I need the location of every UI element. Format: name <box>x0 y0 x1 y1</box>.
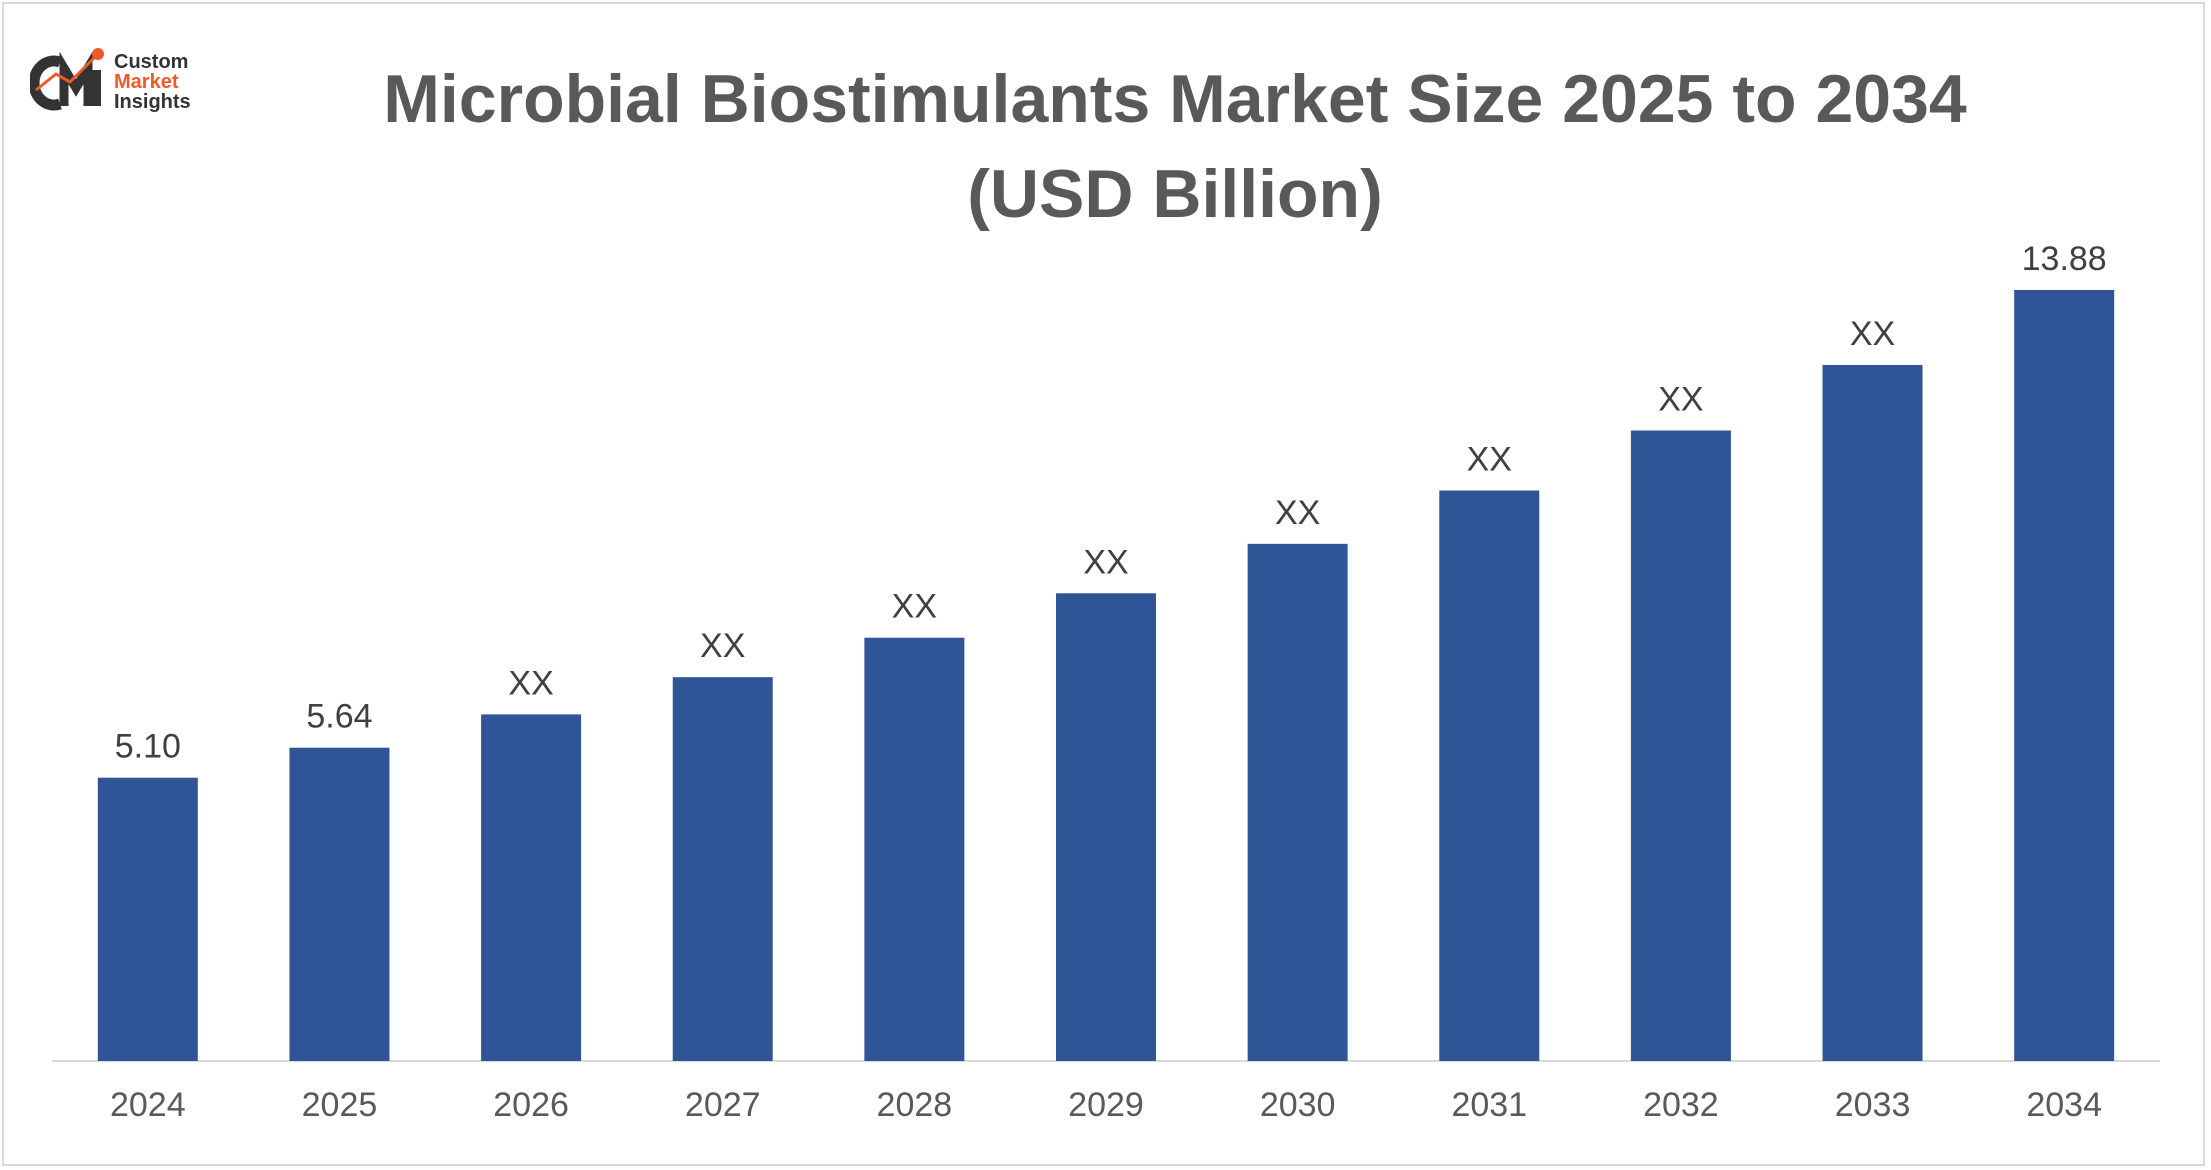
bar-2024 <box>97 777 198 1061</box>
data-label-2026: XX <box>508 664 553 702</box>
x-tick-label-2029: 2029 <box>1068 1086 1144 1124</box>
chart-title: Microbial Biostimulants Market Size 2025… <box>230 52 2120 242</box>
data-label-2027: XX <box>700 627 745 665</box>
bar-2031 <box>1439 490 1540 1061</box>
chart-title-line-1: Microbial Biostimulants Market Size 2025… <box>383 61 1967 137</box>
data-label-2029: XX <box>1083 543 1128 581</box>
bar-2032 <box>1630 430 1731 1061</box>
bar-2029 <box>1056 593 1156 1061</box>
chart-title-line-2: (USD Billion) <box>967 156 1383 232</box>
bar-2034 <box>2014 289 2115 1061</box>
company-logo: Custom Market Insights <box>30 38 215 120</box>
logo-line-1: Custom <box>114 51 189 73</box>
bar-2027 <box>672 677 773 1061</box>
logo-line-3: Insights <box>114 91 191 113</box>
data-label-2028: XX <box>892 588 937 626</box>
cmi-logo-icon <box>30 48 104 111</box>
data-label-2025: 5.64 <box>306 698 372 736</box>
bar-2025 <box>289 747 390 1061</box>
logo-line-2: Market <box>114 71 179 93</box>
logo-wordmark: Custom Market Insights <box>114 52 191 112</box>
x-tick-label-2032: 2032 <box>1643 1086 1719 1124</box>
x-tick-label-2030: 2030 <box>1260 1086 1336 1124</box>
x-tick-label-2031: 2031 <box>1451 1086 1527 1124</box>
data-label-2031: XX <box>1467 441 1512 479</box>
data-label-2034: 13.88 <box>2022 240 2107 278</box>
data-label-2024: 5.10 <box>115 728 181 766</box>
bar-2028 <box>864 637 965 1061</box>
x-tick-label-2025: 2025 <box>302 1086 378 1124</box>
bar-2026 <box>481 714 582 1061</box>
x-tick-label-2026: 2026 <box>493 1086 569 1124</box>
x-tick-label-2024: 2024 <box>110 1086 186 1124</box>
data-label-2030: XX <box>1275 494 1320 532</box>
bar-2033 <box>1822 364 1923 1061</box>
x-tick-label-2027: 2027 <box>685 1086 761 1124</box>
data-label-2032: XX <box>1658 381 1703 419</box>
data-label-2033: XX <box>1850 315 1895 353</box>
x-tick-label-2034: 2034 <box>2026 1086 2102 1124</box>
x-tick-label-2028: 2028 <box>877 1086 953 1124</box>
bar-2030 <box>1247 543 1348 1061</box>
x-tick-label-2033: 2033 <box>1835 1086 1911 1124</box>
